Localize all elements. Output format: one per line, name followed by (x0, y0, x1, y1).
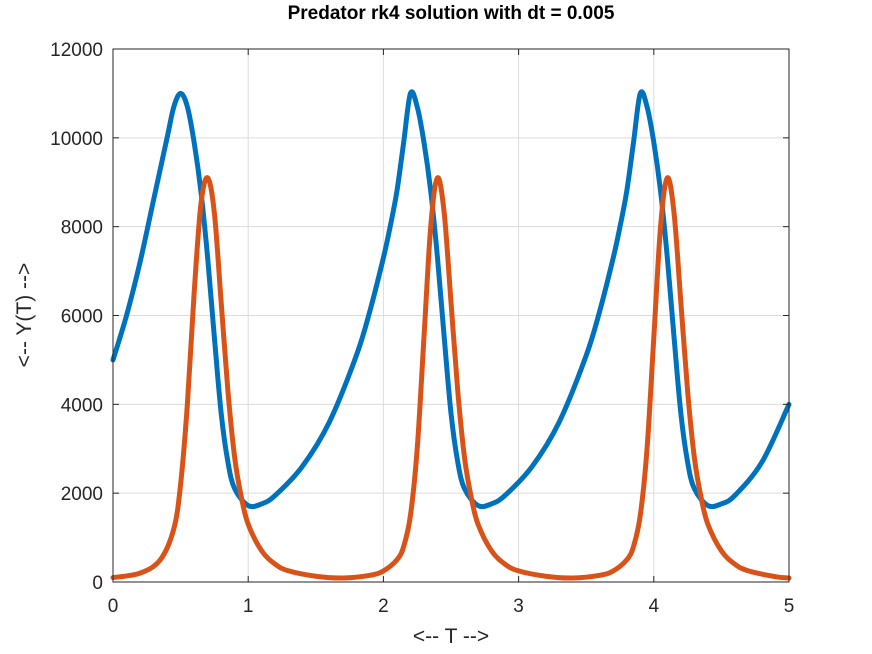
y-tick-labels: 0 2000 4000 6000 8000 10000 12000 (50, 40, 103, 594)
y-tick-label: 4000 (61, 395, 103, 416)
chart-title: Predator rk4 solution with dt = 0.005 (288, 3, 615, 24)
series-line-2 (110, 175, 792, 581)
y-axis-label: <-- Y(T) --> (13, 263, 36, 368)
y-tick-label: 8000 (61, 218, 103, 239)
series-layer (110, 89, 792, 581)
y-tick-label: 10000 (50, 129, 103, 150)
y-tick-label: 6000 (61, 307, 103, 328)
x-axis-label: <-- T --> (413, 625, 489, 648)
y-tick-label: 12000 (50, 40, 103, 61)
x-tick-label: 5 (784, 596, 795, 617)
x-tick-label: 0 (108, 596, 119, 617)
y-tick-label: 0 (92, 573, 103, 594)
x-tick-labels: 0 1 2 3 4 5 (108, 596, 795, 617)
x-tick-label: 4 (649, 596, 660, 617)
x-tick-label: 3 (513, 596, 524, 617)
x-tick-label: 2 (378, 596, 389, 617)
ticks (112, 48, 790, 583)
y-tick-label: 2000 (61, 484, 103, 505)
x-tick-label: 1 (243, 596, 254, 617)
